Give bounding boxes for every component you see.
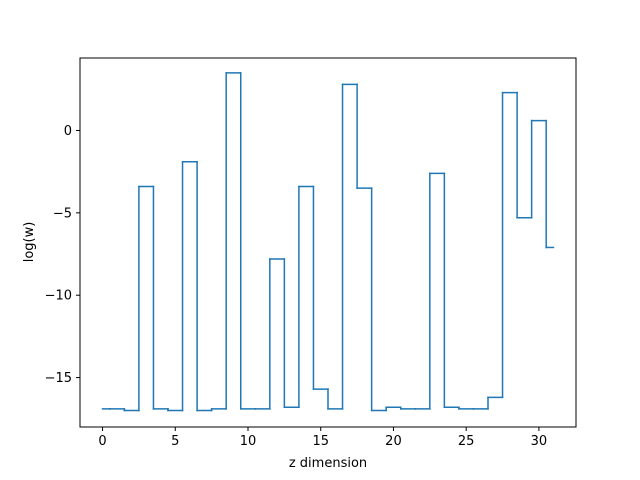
y-axis-label: log(w)	[22, 222, 37, 263]
y-axis: −15 −10 −5 0	[45, 124, 80, 386]
x-tick-label: 5	[171, 434, 179, 449]
plot-frame	[79, 57, 577, 428]
y-tick-label: −15	[45, 371, 72, 386]
x-tick-label: 15	[312, 434, 329, 449]
x-axis: 0 5 10 15 20 25 30	[98, 427, 547, 449]
x-tick-label: 10	[240, 434, 257, 449]
x-tick-label: 20	[385, 434, 402, 449]
x-tick-label: 25	[458, 434, 475, 449]
x-tick-label: 30	[531, 434, 548, 449]
x-axis-label: z dimension	[289, 456, 367, 471]
y-tick-label: −5	[53, 206, 72, 221]
x-tick-label: 0	[98, 434, 106, 449]
plot-area	[101, 72, 555, 412]
y-tick-label: −10	[45, 289, 72, 304]
series-line	[101, 72, 555, 412]
y-tick-label: 0	[64, 124, 72, 139]
